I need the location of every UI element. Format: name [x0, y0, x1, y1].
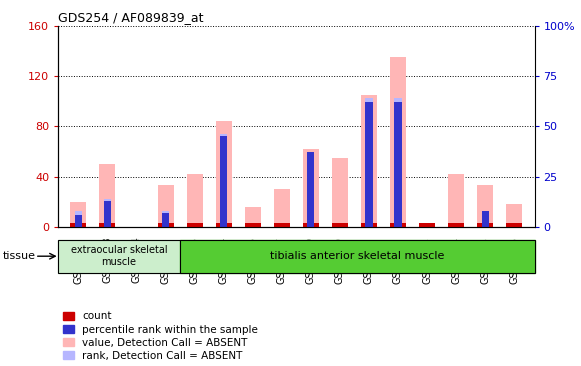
- Bar: [70, 202, 87, 227]
- Bar: [506, 223, 522, 227]
- Bar: [506, 204, 522, 227]
- Bar: [245, 223, 261, 227]
- Bar: [274, 223, 290, 227]
- Bar: [361, 223, 377, 227]
- Bar: [332, 158, 348, 227]
- Bar: [477, 186, 493, 227]
- Bar: [419, 223, 435, 227]
- Bar: [448, 223, 464, 227]
- Bar: [390, 57, 406, 227]
- Bar: [187, 223, 203, 227]
- Bar: [332, 223, 348, 227]
- Bar: [104, 199, 111, 227]
- Text: extraocular skeletal
muscle: extraocular skeletal muscle: [71, 245, 167, 267]
- Bar: [448, 174, 464, 227]
- Bar: [216, 223, 232, 227]
- Bar: [361, 95, 377, 227]
- Text: tibialis anterior skeletal muscle: tibialis anterior skeletal muscle: [270, 251, 444, 261]
- Bar: [482, 211, 489, 227]
- Bar: [390, 223, 406, 227]
- Bar: [216, 121, 232, 227]
- Bar: [245, 207, 261, 227]
- Legend: count, percentile rank within the sample, value, Detection Call = ABSENT, rank, : count, percentile rank within the sample…: [63, 311, 258, 361]
- Text: GDS254 / AF089839_at: GDS254 / AF089839_at: [58, 11, 203, 25]
- Bar: [99, 164, 116, 227]
- Bar: [365, 98, 372, 227]
- Bar: [75, 215, 82, 227]
- Bar: [220, 134, 227, 227]
- Bar: [157, 186, 174, 227]
- Bar: [180, 240, 535, 273]
- Text: tissue: tissue: [3, 251, 36, 261]
- Bar: [162, 211, 169, 227]
- Bar: [162, 213, 169, 227]
- Bar: [303, 223, 319, 227]
- Bar: [157, 223, 174, 227]
- Bar: [477, 223, 493, 227]
- Bar: [99, 223, 116, 227]
- Bar: [303, 149, 319, 227]
- Bar: [70, 223, 87, 227]
- Bar: [187, 174, 203, 227]
- Bar: [307, 152, 314, 227]
- Bar: [394, 102, 401, 227]
- Bar: [220, 136, 227, 227]
- Bar: [365, 102, 372, 227]
- Bar: [58, 240, 180, 273]
- Bar: [394, 98, 401, 227]
- Bar: [104, 201, 111, 227]
- Bar: [274, 189, 290, 227]
- Bar: [75, 211, 82, 227]
